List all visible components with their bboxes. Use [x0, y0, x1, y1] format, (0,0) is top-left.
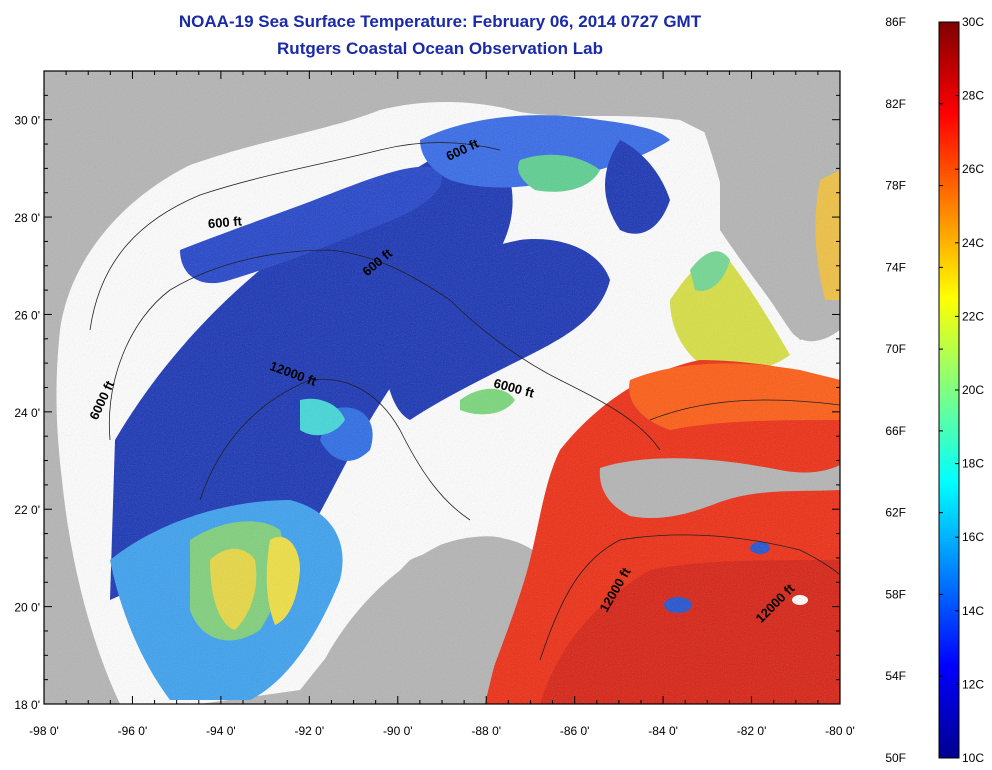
- lat-tick-label: 22 0': [14, 503, 40, 517]
- lon-tick-label: -96 0': [118, 724, 148, 738]
- lon-tick-label: -92 0': [295, 724, 325, 738]
- colorbar-celsius-label: 18C: [962, 457, 984, 471]
- lat-tick-label: 24 0': [14, 406, 40, 420]
- colorbar-fahrenheit-label: 82F: [885, 97, 906, 111]
- colorbar-celsius-label: 12C: [962, 677, 984, 691]
- map-ticks: [43, 70, 841, 705]
- colorbar-celsius-label: 22C: [962, 309, 984, 323]
- map-subtitle: Rutgers Coastal Ocean Observation Lab: [277, 39, 603, 58]
- map-title: NOAA-19 Sea Surface Temperature: Februar…: [178, 12, 702, 31]
- bathymetry-contours: [89, 142, 840, 661]
- colorbar-fahrenheit-label: 66F: [885, 424, 906, 438]
- lon-tick-label: -90 0': [383, 724, 413, 738]
- lat-tick-label: 30 0': [14, 114, 40, 128]
- lon-tick-label: -98 0': [29, 724, 59, 738]
- lat-tick-label: 28 0': [14, 211, 40, 225]
- colorbar-fahrenheit-label: 54F: [885, 669, 906, 683]
- lon-tick-label: -80 0': [825, 724, 855, 738]
- colorbar-fahrenheit-label: 62F: [885, 506, 906, 520]
- contour-label: 600 ft: [207, 213, 243, 231]
- colorbar-fahrenheit-label: 78F: [885, 179, 906, 193]
- colorbar-celsius-label: 26C: [962, 162, 984, 176]
- colorbar-celsius-label: 28C: [962, 89, 984, 103]
- lon-tick-label: -86 0': [560, 724, 590, 738]
- lat-tick-label: 20 0': [14, 601, 40, 615]
- colorbar-celsius-label: 10C: [962, 751, 984, 765]
- colorbar-fahrenheit-label: 58F: [885, 587, 906, 601]
- colorbar-fahrenheit-label: 50F: [885, 751, 906, 765]
- lon-tick-label: -88 0': [471, 724, 501, 738]
- lat-tick-label: 18 0': [14, 698, 40, 712]
- colorbar-celsius-label: 24C: [962, 236, 984, 250]
- lon-tick-label: -94 0': [206, 724, 236, 738]
- map-image: [44, 71, 840, 704]
- colorbar-celsius-label: 14C: [962, 604, 984, 618]
- colorbar-fahrenheit-label: 70F: [885, 342, 906, 356]
- colorbar-celsius-label: 20C: [962, 383, 984, 397]
- colorbar-celsius-label: 30C: [962, 15, 984, 29]
- lon-tick-label: -82 0': [737, 724, 767, 738]
- colorbar-fahrenheit-label: 86F: [885, 15, 906, 29]
- lon-tick-label: -84 0': [648, 724, 678, 738]
- colorbar-labels: 30C 28C 26C 24C 22C 20C 18C 16C 14C 12C 10C 86F 82F 7…: [885, 15, 984, 765]
- colorbar-celsius-label: 16C: [962, 530, 984, 544]
- axis-labels: 30 0' 28 0' 26 0' 24 0' 22 0' 20 0' 18 0' -98 0…: [14, 114, 854, 738]
- colorbar-fahrenheit-label: 74F: [885, 260, 906, 274]
- lat-tick-label: 26 0': [14, 308, 40, 322]
